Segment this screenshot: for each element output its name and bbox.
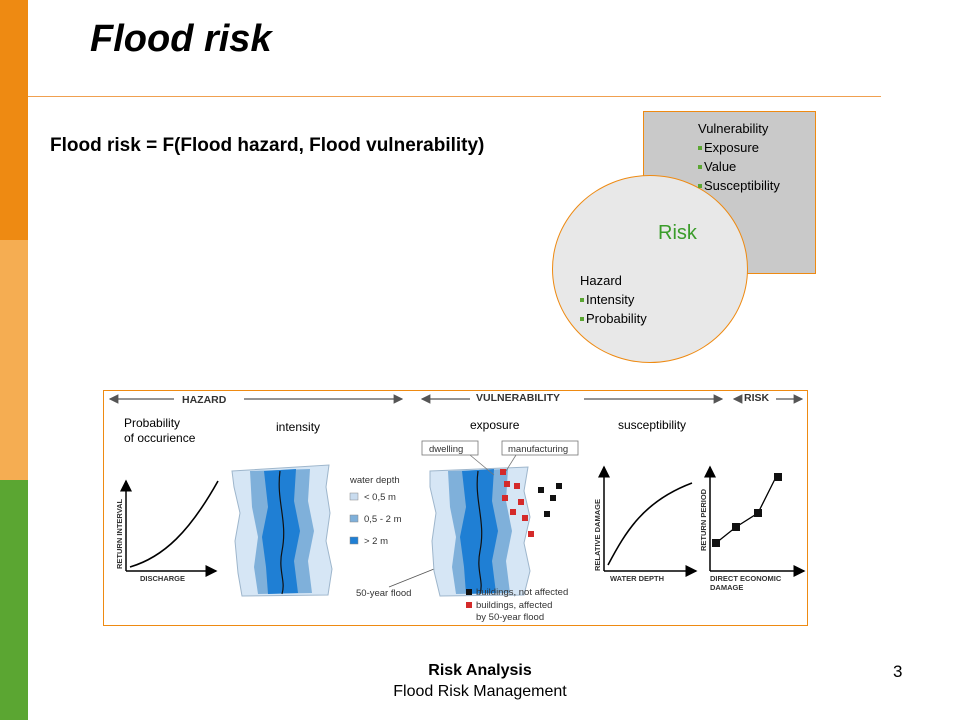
- intensity-river-line: [278, 470, 285, 595]
- footer: Risk Analysis Flood Risk Management: [340, 660, 620, 702]
- vulnerability-item-label: Value: [704, 159, 737, 174]
- sidebar-orange-segment: [0, 0, 28, 240]
- dwelling-tag: [421, 440, 479, 456]
- sidebar-color-bar: [0, 0, 28, 720]
- building-not-affected: [550, 495, 556, 501]
- column-susceptibility: susceptibility: [618, 418, 686, 432]
- chart4-point: [732, 523, 740, 531]
- vulnerability-item: Value: [698, 157, 780, 176]
- chart4-point: [712, 539, 720, 547]
- chart4-curve: [715, 476, 777, 544]
- footer-course: Risk Analysis: [428, 662, 532, 679]
- vulnerability-item-label: Susceptibility: [704, 178, 780, 193]
- flood-risk-figure: HAZARD VULNERABILITY RISK Probability of…: [103, 390, 808, 626]
- green-bullet-icon: [698, 145, 702, 150]
- chart3-x-label: WATER DEPTH: [610, 574, 664, 583]
- chart3-curve: [607, 482, 693, 566]
- chart4-point: [774, 473, 782, 481]
- intensity-deep-zone: [262, 469, 300, 594]
- building-affected: [510, 509, 516, 515]
- vulnerability-text-block: Vulnerability Exposure Value Susceptibil…: [698, 119, 780, 195]
- sidebar-light-orange-segment: [0, 240, 28, 480]
- flood-leader-line: [388, 568, 435, 588]
- legend-title: water depth: [349, 475, 400, 486]
- chart4-point: [754, 509, 762, 517]
- flood-50-label: 50-year flood: [356, 588, 411, 599]
- hazard-item: Intensity: [580, 290, 647, 309]
- slide-title: Flood risk: [90, 18, 272, 60]
- vulnerability-item: Susceptibility: [698, 176, 780, 195]
- risk-formula: Flood risk = F(Flood hazard, Flood vulne…: [50, 135, 485, 156]
- section-vulnerability: VULNERABILITY: [476, 392, 560, 404]
- legend-swatch-shallow: [349, 492, 359, 501]
- building-not-affected: [538, 487, 544, 493]
- column-probability: Probability: [124, 416, 180, 430]
- manufacturing-leader: [505, 454, 517, 472]
- vulnerability-heading: Vulnerability: [698, 121, 769, 136]
- legend-medium: 0,5 - 2 m: [364, 514, 402, 525]
- building-affected: [502, 495, 508, 501]
- hazard-item-label: Probability: [586, 311, 647, 326]
- hazard-item: Probability: [580, 309, 647, 328]
- green-bullet-icon: [698, 183, 702, 188]
- chart1-x-label: DISCHARGE: [140, 574, 185, 583]
- building-affected: [518, 499, 524, 505]
- hazard-circle: [552, 175, 748, 363]
- building-affected: [500, 469, 506, 475]
- vulnerability-item-label: Exposure: [704, 140, 759, 155]
- green-bullet-icon: [698, 164, 702, 169]
- page-number: 3: [893, 662, 903, 681]
- manufacturing-tag-label: manufacturing: [508, 444, 568, 455]
- column-intensity: intensity: [276, 420, 320, 434]
- building-not-affected: [556, 483, 562, 489]
- chart1-curve: [129, 480, 219, 568]
- legend-swatch-medium: [349, 514, 359, 523]
- building-not-affected: [544, 511, 550, 517]
- chart4-x-label-1: DIRECT ECONOMIC: [710, 574, 782, 583]
- building-affected: [528, 531, 534, 537]
- dwelling-tag-label: dwelling: [429, 444, 463, 455]
- sidebar-green-segment: [0, 480, 28, 720]
- exposure-deep-zone: [460, 469, 498, 594]
- legend-building-affected-swatch: [466, 602, 472, 608]
- chart4-x-label-2: DAMAGE: [710, 583, 743, 592]
- building-affected: [514, 483, 520, 489]
- footer-subtitle: Flood Risk Management: [393, 683, 567, 700]
- column-exposure: exposure: [470, 418, 520, 432]
- manufacturing-tag: [501, 440, 579, 456]
- column-occurrence: of occurience: [124, 431, 196, 445]
- chart4-y-label: RETURN PERIOD: [699, 488, 708, 551]
- section-hazard: HAZARD: [182, 394, 227, 406]
- legend-shallow: < 0,5 m: [364, 492, 396, 503]
- legend-swatch-deep: [349, 536, 359, 545]
- figure-graphic: HAZARD VULNERABILITY RISK Probability of…: [108, 392, 806, 623]
- green-bullet-icon: [580, 316, 584, 321]
- hazard-text-block: Hazard Intensity Probability: [580, 271, 647, 328]
- legend-building-not-affected: buildings, not affected: [476, 587, 568, 598]
- hazard-heading: Hazard: [580, 273, 622, 288]
- chart1-y-label: RETURN INTERVAL: [115, 498, 124, 569]
- risk-overlap-label: Risk: [658, 222, 697, 244]
- chart3-y-label: RELATIVE DAMAGE: [593, 499, 602, 571]
- hazard-item-label: Intensity: [586, 292, 635, 307]
- vulnerability-item: Exposure: [698, 138, 780, 157]
- title-divider: [28, 96, 881, 97]
- building-affected: [522, 515, 528, 521]
- legend-building-affected: buildings, affected: [476, 600, 552, 611]
- section-risk: RISK: [744, 392, 770, 404]
- legend-building-affected-cont: by 50-year flood: [476, 612, 544, 623]
- green-bullet-icon: [580, 297, 584, 302]
- legend-deep: > 2 m: [364, 536, 388, 547]
- dwelling-leader: [469, 454, 495, 476]
- legend-building-not-affected-swatch: [466, 589, 472, 595]
- building-affected: [504, 481, 510, 487]
- exposure-river-line: [476, 470, 483, 595]
